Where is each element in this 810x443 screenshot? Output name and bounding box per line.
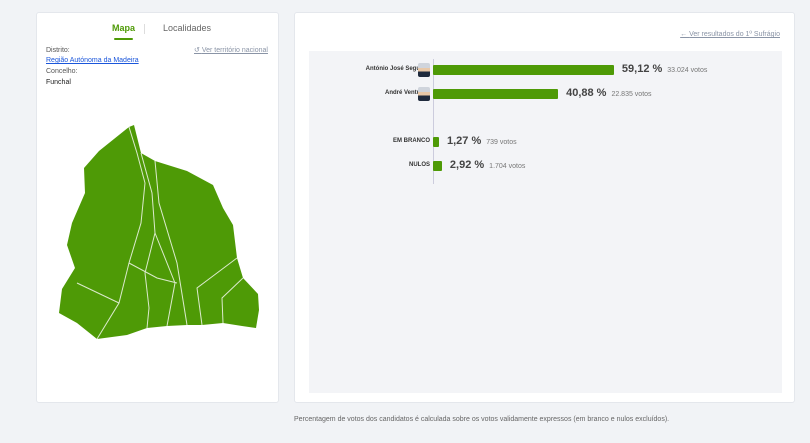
map-region (59, 125, 259, 339)
candidate-row: António José Seguro 59,12 % 33.024 votos (309, 63, 782, 77)
distrito-link[interactable]: Região Autónoma da Madeira (46, 57, 139, 64)
national-territory-link-label: Ver território nacional (201, 47, 268, 54)
chart-axis (433, 59, 434, 184)
national-territory-link[interactable]: ↺ Ver território nacional (194, 47, 268, 54)
footnote: Percentagem de votos dos candidatos é ca… (294, 416, 670, 423)
vote-result: 1,27 % 739 votos (447, 135, 517, 147)
candidate-name: António José Seguro (365, 66, 426, 72)
vote-result: 59,12 % 33.024 votos (622, 63, 707, 75)
vote-count: 739 votos (486, 139, 517, 146)
candidate-name: André Ventura (384, 90, 426, 96)
vote-percentage: 1,27 % (447, 135, 482, 147)
distrito-label: Distrito: (46, 47, 70, 54)
first-round-link-label: Ver resultados do 1º Sufrágio (689, 31, 780, 38)
tab-mapa[interactable]: Mapa (112, 23, 136, 40)
funchal-map[interactable] (37, 113, 280, 353)
tab-localidades[interactable]: Localidades (163, 23, 212, 33)
concelho-label: Concelho: (46, 68, 78, 75)
vote-count: 1.704 votos (489, 163, 526, 170)
candidate-avatar (418, 63, 430, 77)
blank-label: EM BRANCO (393, 138, 430, 144)
first-round-link[interactable]: ← Ver resultados do 1º Sufrágio (680, 31, 780, 38)
vote-result: 40,88 % 22.835 votos (566, 87, 651, 99)
candidate-row: André Ventura 40,88 % 22.835 votos (309, 87, 782, 101)
blank-votes-row: EM BRANCO 1,27 % 739 votos (309, 135, 782, 149)
map-panel: Mapa Localidades Distrito: ↺ Ver territó… (36, 12, 279, 403)
vote-bar (433, 137, 439, 147)
vote-percentage: 59,12 % (621, 63, 663, 75)
vote-count: 22.835 votos (611, 91, 652, 98)
null-label: NULOS (409, 162, 430, 168)
results-chart: António José Seguro 59,12 % 33.024 votos … (309, 51, 782, 393)
vote-result: 2,92 % 1.704 votos (450, 159, 525, 171)
concelho-value: Funchal (46, 79, 71, 86)
candidate-avatar (418, 87, 430, 101)
vote-bar (433, 161, 442, 171)
null-votes-row: NULOS 2,92 % 1.704 votos (309, 159, 782, 173)
vote-bar (433, 89, 559, 99)
vote-percentage: 40,88 % (566, 87, 607, 99)
vote-bar (433, 65, 614, 75)
results-panel: ← Ver resultados do 1º Sufrágio António … (294, 12, 795, 403)
tab-divider (144, 24, 145, 34)
vote-count: 33.024 votos (667, 67, 708, 74)
vote-percentage: 2,92 % (449, 159, 485, 171)
